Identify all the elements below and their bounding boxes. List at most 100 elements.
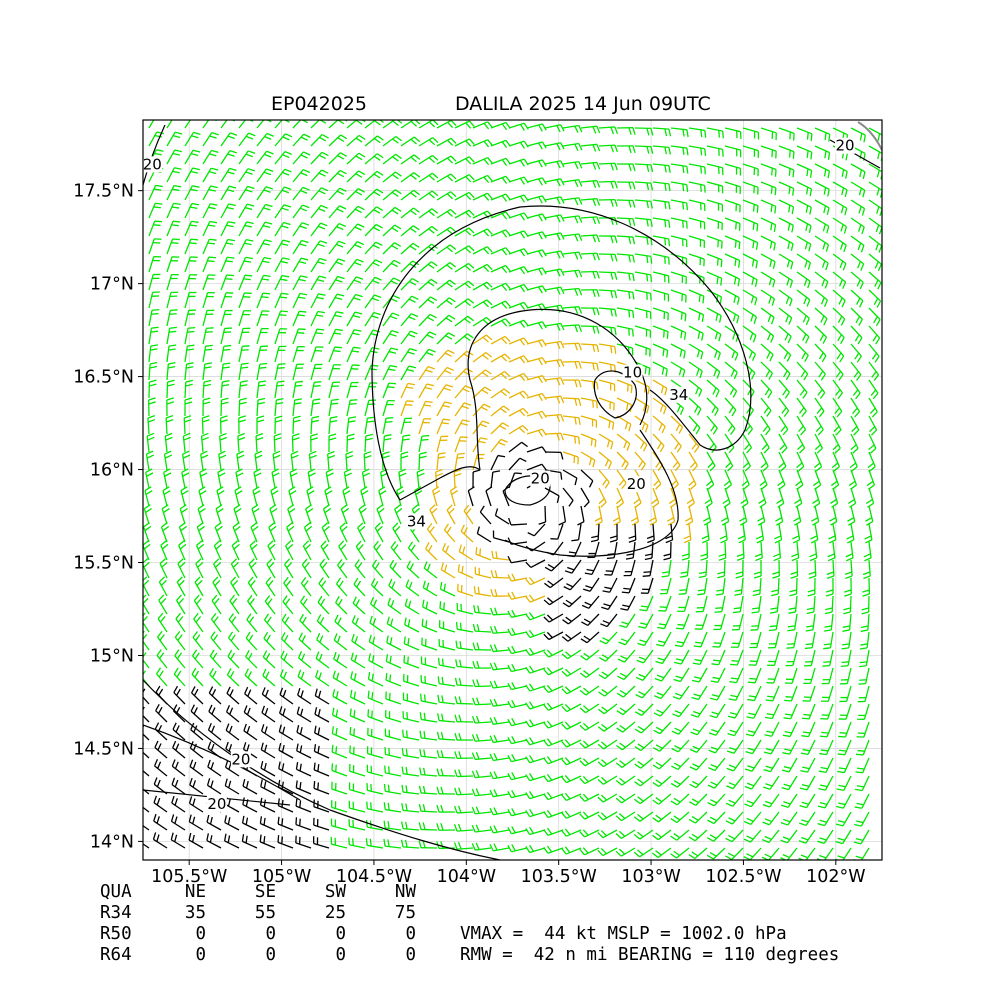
wind-barb xyxy=(328,293,345,309)
wind-barb xyxy=(472,351,493,363)
contour-label: 20 xyxy=(531,470,550,488)
wind-barb xyxy=(778,235,794,251)
wind-barb xyxy=(760,127,777,141)
wind-barb xyxy=(310,222,328,237)
wind-barb xyxy=(544,286,565,295)
wind-barb xyxy=(868,289,882,308)
wind-barb xyxy=(400,295,419,309)
wind-barb xyxy=(202,238,217,255)
wind-barb xyxy=(796,325,810,344)
wind-barb xyxy=(562,197,583,206)
wind-barb xyxy=(292,346,305,363)
wind-barb xyxy=(634,199,653,209)
wind-barb xyxy=(256,362,268,381)
wind-barb xyxy=(148,202,163,219)
wind-barb xyxy=(544,250,565,259)
wind-barb xyxy=(544,359,565,368)
wind-barb xyxy=(814,325,828,344)
lat-tick-label-2: 15°N xyxy=(90,646,134,666)
wind-barb xyxy=(328,328,343,345)
contour-label: 20 xyxy=(143,155,162,173)
wind-barb xyxy=(814,253,829,271)
wind-barb xyxy=(256,186,274,201)
wind-barb xyxy=(184,397,193,417)
wind-barb xyxy=(652,217,671,228)
lat-tick-label-1: 14.5°N xyxy=(73,739,134,759)
wind-barb xyxy=(634,289,652,301)
wind-barb xyxy=(670,145,689,156)
wind-barb xyxy=(436,137,457,147)
wind-barb xyxy=(346,311,363,327)
wind-barb xyxy=(184,202,200,219)
lat-tick-label-3: 15.5°N xyxy=(73,554,134,574)
wind-barb xyxy=(688,181,706,193)
wind-barb xyxy=(598,379,616,392)
wind-barb xyxy=(760,253,776,269)
wind-barb xyxy=(400,313,419,327)
wind-barb xyxy=(400,348,417,363)
wind-barb xyxy=(670,343,686,359)
wind-barb xyxy=(310,275,327,291)
wind-barb xyxy=(634,325,651,338)
wind-barb xyxy=(148,397,156,417)
wind-barb xyxy=(472,281,493,291)
wind-barb xyxy=(184,291,197,309)
wind-barb xyxy=(760,343,774,362)
wind-barb xyxy=(670,235,688,248)
wind-barb xyxy=(868,253,882,272)
lon-tick-label-7: 102°W xyxy=(806,867,865,887)
wind-barb xyxy=(346,120,366,129)
wind-barb xyxy=(418,296,438,309)
wind-barb xyxy=(544,340,565,349)
wind-barb xyxy=(166,256,180,273)
wind-barb xyxy=(562,215,583,224)
wind-barb xyxy=(220,185,237,201)
wind-barb xyxy=(778,397,790,417)
wind-barb xyxy=(724,289,740,305)
wind-barb xyxy=(328,134,348,147)
wind-barb xyxy=(490,353,511,363)
lat-tick-label-0: 14°N xyxy=(90,832,134,852)
wind-barb xyxy=(814,343,827,363)
wind-barb xyxy=(544,322,565,331)
wind-barb xyxy=(742,217,759,232)
wind-barb xyxy=(796,415,807,436)
wind-barb xyxy=(562,287,583,296)
wind-barb xyxy=(634,271,653,283)
wind-barb xyxy=(274,150,293,165)
wind-barb xyxy=(472,192,493,201)
wind-barb xyxy=(706,325,722,342)
wind-barb xyxy=(706,415,718,435)
wind-barb xyxy=(418,313,437,327)
wind-barb xyxy=(418,137,439,147)
wind-barb xyxy=(472,369,492,381)
wind-barb xyxy=(616,199,636,208)
wind-barb xyxy=(256,239,272,255)
wind-barb xyxy=(454,280,475,291)
wind-barb xyxy=(202,362,213,381)
wind-barb xyxy=(202,149,219,165)
wind-barb xyxy=(688,307,705,323)
wind-barb xyxy=(418,120,439,129)
lon-tick-label-4: 103.5°W xyxy=(521,867,597,887)
wind-barb xyxy=(760,217,777,233)
wind-barb xyxy=(346,258,364,273)
wind-barb xyxy=(400,382,416,399)
wind-barb xyxy=(256,132,274,147)
wind-barb xyxy=(472,403,491,417)
wind-barb xyxy=(166,149,182,165)
wind-barb xyxy=(598,126,619,135)
wind-barb xyxy=(526,195,547,204)
wind-barb xyxy=(310,381,322,399)
contour-label: 20 xyxy=(231,750,250,768)
wind-barb xyxy=(814,145,831,160)
wind-barb xyxy=(346,241,365,255)
wind-barb xyxy=(418,225,439,237)
wind-barb xyxy=(274,186,292,201)
wind-barb xyxy=(670,181,689,192)
wind-barb xyxy=(724,127,742,139)
wind-barb xyxy=(238,292,252,309)
wind-barb xyxy=(724,217,741,231)
wind-barb xyxy=(832,163,848,179)
wind-barb xyxy=(742,127,760,140)
